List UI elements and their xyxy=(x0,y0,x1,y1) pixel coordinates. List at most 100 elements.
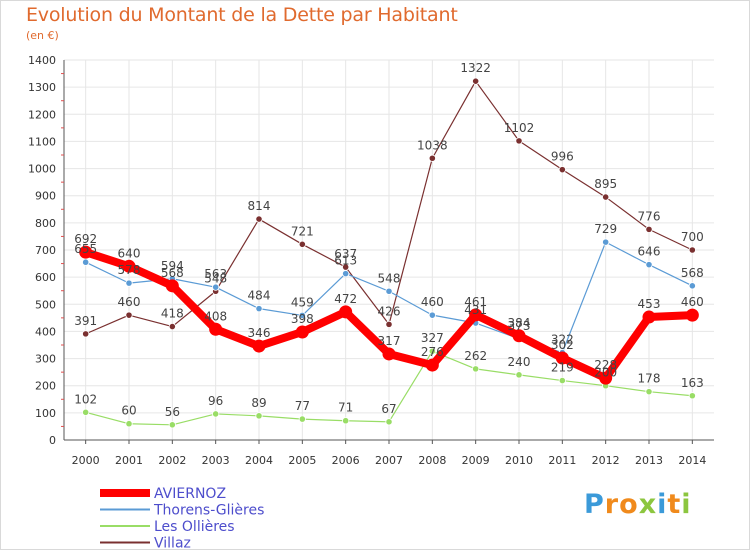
data-point-thorens-glieres xyxy=(125,279,133,287)
data-label-thorens-glieres: 578 xyxy=(118,263,141,277)
data-point-aviernoz xyxy=(512,329,526,343)
x-tick-label: 2006 xyxy=(332,454,360,467)
data-label-aviernoz: 460 xyxy=(681,295,704,309)
y-tick-label: 0 xyxy=(49,434,56,447)
logo-letter: P xyxy=(584,489,605,520)
x-tick-label: 2012 xyxy=(592,454,620,467)
y-tick-label: 400 xyxy=(35,325,56,338)
data-label-aviernoz: 317 xyxy=(378,334,401,348)
data-point-villaz xyxy=(298,240,306,248)
chart-title: Evolution du Montant de la Dette par Hab… xyxy=(26,4,458,26)
data-label-aviernoz: 276 xyxy=(421,345,444,359)
data-point-les-ollieres xyxy=(255,412,263,420)
x-tick-label: 2005 xyxy=(288,454,316,467)
data-label-thorens-glieres: 646 xyxy=(638,245,661,259)
data-label-villaz: 637 xyxy=(334,247,357,261)
data-point-villaz xyxy=(168,322,176,331)
data-point-villaz xyxy=(125,311,133,319)
data-label-villaz: 814 xyxy=(248,199,271,213)
data-label-villaz: 895 xyxy=(594,177,617,191)
data-point-thorens-glieres xyxy=(212,283,220,291)
data-label-aviernoz: 640 xyxy=(118,246,141,260)
data-point-villaz xyxy=(255,215,263,223)
data-label-villaz: 548 xyxy=(204,271,227,285)
x-tick-label: 2010 xyxy=(505,454,533,467)
data-label-villaz: 426 xyxy=(378,304,401,318)
data-label-aviernoz: 692 xyxy=(74,232,97,246)
data-label-les-ollieres: 200 xyxy=(594,366,617,380)
data-point-thorens-glieres xyxy=(602,238,610,246)
data-label-les-ollieres: 71 xyxy=(338,401,353,415)
data-label-villaz: 1038 xyxy=(417,138,448,152)
x-tick-label: 2002 xyxy=(158,454,186,467)
logo-letter: i xyxy=(681,489,692,520)
data-point-villaz xyxy=(472,77,480,85)
data-point-aviernoz xyxy=(382,347,396,361)
data-label-aviernoz: 408 xyxy=(204,309,227,323)
data-point-les-ollieres xyxy=(82,408,90,416)
data-label-villaz: 721 xyxy=(291,224,314,238)
y-tick-label: 200 xyxy=(35,380,56,393)
y-tick-label: 1200 xyxy=(28,108,56,121)
chart-subtitle: (en €) xyxy=(26,29,59,42)
proxiti-logo: Proxiti xyxy=(584,489,692,520)
data-label-les-ollieres: 327 xyxy=(421,331,444,345)
data-label-villaz: 391 xyxy=(74,314,97,328)
data-point-les-ollieres xyxy=(298,415,306,423)
logo-letter: r xyxy=(604,489,620,520)
data-label-thorens-glieres: 594 xyxy=(161,259,184,273)
data-label-thorens-glieres: 484 xyxy=(248,289,271,303)
logo-letter: o xyxy=(619,489,639,520)
data-point-les-ollieres xyxy=(428,347,436,355)
data-label-thorens-glieres: 563 xyxy=(204,267,227,281)
x-tick-label: 2007 xyxy=(375,454,403,467)
data-point-thorens-glieres xyxy=(645,261,653,269)
x-tick-label: 2003 xyxy=(202,454,230,467)
y-tick-label: 700 xyxy=(35,244,56,257)
legend-label-les-ollieres: Les Ollières xyxy=(154,519,235,535)
data-point-aviernoz xyxy=(642,310,656,324)
data-label-aviernoz: 461 xyxy=(464,295,487,309)
data-label-villaz: 776 xyxy=(638,209,661,223)
data-point-aviernoz xyxy=(165,279,179,293)
data-label-villaz: 418 xyxy=(161,307,184,321)
data-point-aviernoz xyxy=(555,351,569,365)
y-tick-label: 500 xyxy=(35,298,56,311)
data-label-thorens-glieres: 322 xyxy=(551,333,574,347)
data-point-aviernoz xyxy=(599,371,613,385)
data-label-villaz: 1322 xyxy=(460,61,491,75)
data-label-les-ollieres: 102 xyxy=(74,392,97,406)
y-tick-label: 300 xyxy=(35,353,56,366)
data-label-les-ollieres: 163 xyxy=(681,376,704,390)
data-label-les-ollieres: 89 xyxy=(251,396,266,410)
data-point-aviernoz xyxy=(122,259,136,273)
y-tick-label: 1300 xyxy=(28,81,56,94)
logo-letter: x xyxy=(638,489,658,520)
data-label-aviernoz: 568 xyxy=(161,266,184,280)
data-point-thorens-glieres xyxy=(428,311,436,319)
data-point-thorens-glieres xyxy=(688,282,696,290)
data-label-thorens-glieres: 655 xyxy=(74,242,97,256)
y-tick-label: 100 xyxy=(35,407,56,420)
data-label-aviernoz: 302 xyxy=(551,338,574,352)
data-label-les-ollieres: 240 xyxy=(508,355,531,369)
data-label-les-ollieres: 77 xyxy=(295,399,310,413)
data-point-les-ollieres xyxy=(515,371,523,379)
data-label-aviernoz: 384 xyxy=(508,316,531,330)
data-point-thorens-glieres xyxy=(342,270,350,278)
data-point-villaz xyxy=(645,225,653,233)
data-point-thorens-glieres xyxy=(82,258,90,266)
data-point-aviernoz xyxy=(339,305,353,319)
data-point-aviernoz xyxy=(209,322,223,336)
data-label-aviernoz: 398 xyxy=(291,312,314,326)
data-point-villaz xyxy=(385,320,393,328)
data-label-les-ollieres: 67 xyxy=(381,402,396,416)
legend-label-thorens-glieres: Thorens-Glières xyxy=(153,503,264,519)
data-point-aviernoz xyxy=(252,339,266,353)
legend-label-villaz: Villaz xyxy=(154,536,191,550)
data-point-thorens-glieres xyxy=(385,287,393,295)
logo-letter: t xyxy=(667,489,682,520)
data-point-aviernoz xyxy=(79,245,93,259)
y-tick-label: 1400 xyxy=(28,54,56,67)
data-label-thorens-glieres: 729 xyxy=(594,222,617,236)
